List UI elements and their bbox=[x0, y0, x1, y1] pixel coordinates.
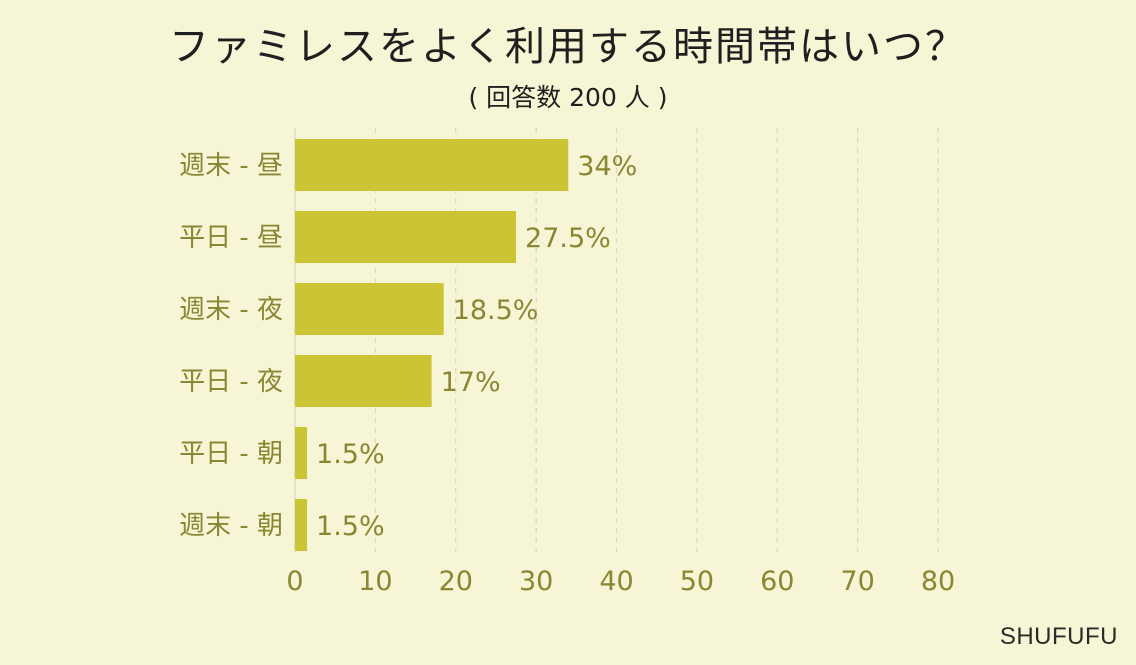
bar bbox=[295, 211, 517, 263]
x-tick-label: 40 bbox=[599, 566, 633, 597]
category-label: 週末 - 昼 bbox=[179, 151, 283, 181]
x-tick-label: 60 bbox=[760, 566, 794, 597]
x-tick-label: 80 bbox=[921, 566, 955, 597]
bar bbox=[295, 499, 308, 551]
chart-title: ファミレスをよく利用する時間帯はいつ？ bbox=[169, 24, 967, 70]
value-labels: 34% 27.5% 18.5% 17% 1.5% 1.5% bbox=[316, 151, 637, 542]
category-label: 平日 - 朝 bbox=[179, 439, 283, 469]
chart-subtitle: ( 回答数 200 人 ) bbox=[468, 83, 668, 112]
value-label: 1.5% bbox=[316, 511, 385, 542]
brand-watermark: SHUFUFU bbox=[999, 623, 1118, 650]
x-tick-label: 20 bbox=[439, 566, 473, 597]
x-tick-label: 30 bbox=[519, 566, 553, 597]
value-label: 18.5% bbox=[453, 295, 539, 326]
x-tick-label: 50 bbox=[680, 566, 714, 597]
value-label: 17% bbox=[441, 367, 501, 398]
category-labels: 週末 - 昼平日 - 昼週末 - 夜平日 - 夜平日 - 朝週末 - 朝 bbox=[179, 151, 283, 541]
bar bbox=[295, 283, 444, 335]
value-label: 34% bbox=[577, 151, 637, 182]
category-label: 週末 - 朝 bbox=[179, 511, 283, 541]
category-label: 週末 - 夜 bbox=[179, 295, 283, 325]
value-label: 27.5% bbox=[525, 223, 611, 254]
x-tick-labels: 0 10 20 30 40 50 60 70 80 bbox=[286, 566, 955, 597]
grid-lines bbox=[294, 128, 939, 552]
x-tick-label: 10 bbox=[358, 566, 392, 597]
x-tick-label: 0 bbox=[286, 566, 303, 597]
value-label: 1.5% bbox=[316, 439, 385, 470]
bars bbox=[295, 139, 569, 551]
bar bbox=[295, 427, 308, 479]
bar bbox=[295, 355, 432, 407]
category-label: 平日 - 昼 bbox=[179, 223, 283, 253]
x-tick-label: 70 bbox=[840, 566, 874, 597]
category-label: 平日 - 夜 bbox=[179, 367, 283, 397]
bar bbox=[295, 139, 569, 191]
